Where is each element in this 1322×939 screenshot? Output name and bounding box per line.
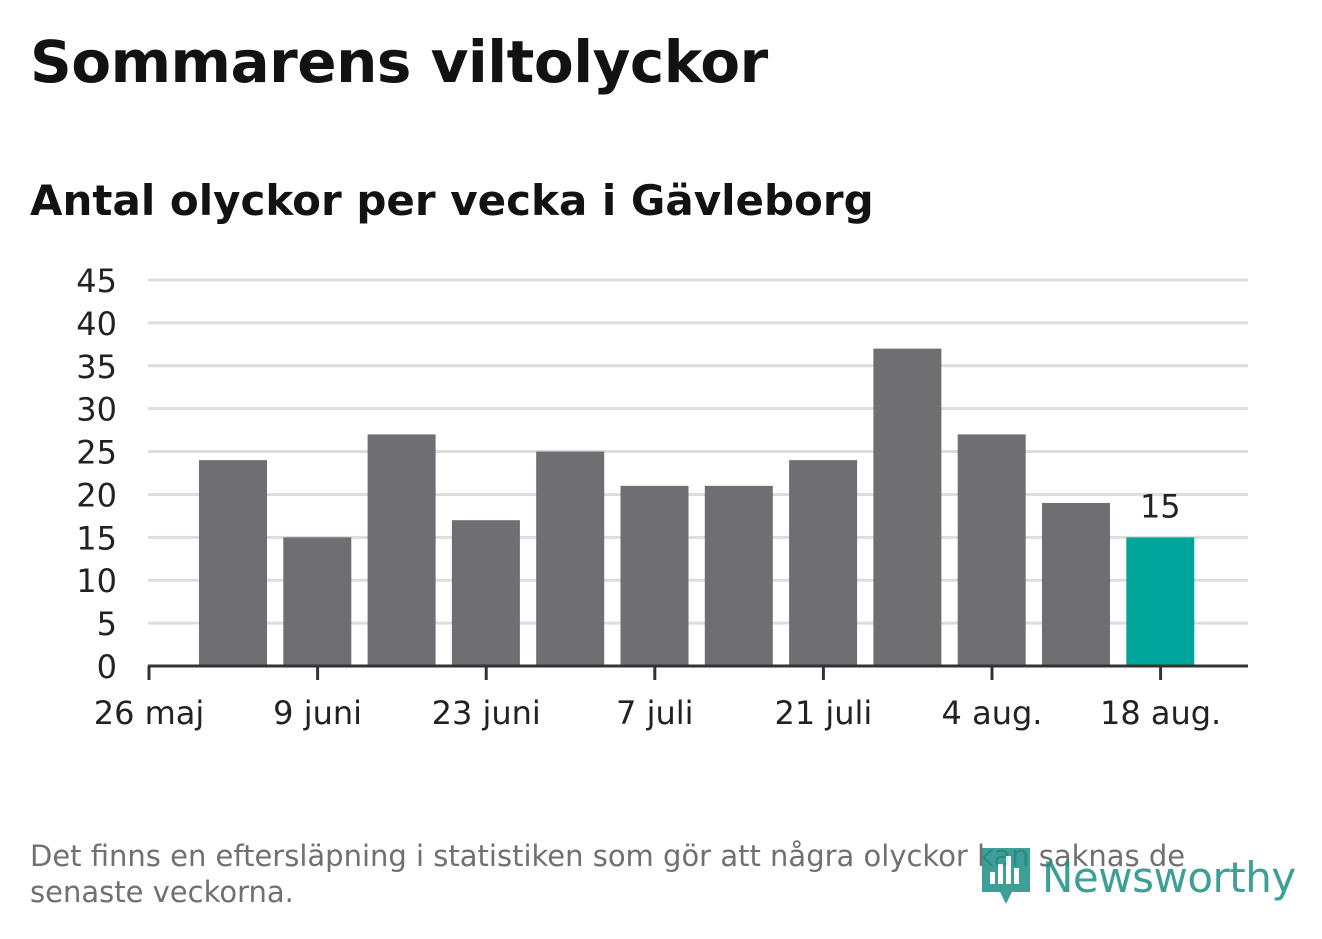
bar [873, 348, 942, 666]
y-tick-label: 10 [76, 562, 117, 600]
bar [789, 460, 858, 666]
bar [620, 485, 689, 666]
y-tick-label: 40 [76, 305, 117, 343]
brand-name: Newsworthy [1042, 852, 1296, 902]
chart-subtitle: Antal olyckor per vecka i Gävleborg [30, 176, 874, 225]
y-tick-label: 0 [97, 648, 117, 686]
bar [367, 434, 436, 666]
bar-value-label: 15 [1140, 487, 1181, 525]
bars [199, 348, 1195, 666]
x-tick-label: 9 juni [273, 694, 362, 732]
x-tick-label: 7 juli [616, 694, 693, 732]
y-tick-label: 35 [76, 348, 117, 386]
y-tick-label: 20 [76, 476, 117, 514]
newsworthy-logo-icon [982, 848, 1030, 904]
bar [1042, 503, 1110, 666]
x-tick-label: 4 aug. [942, 694, 1043, 732]
bar [1126, 537, 1195, 666]
x-tick-label: 18 aug. [1100, 694, 1221, 732]
chart-title: Sommarens viltolyckor [30, 28, 768, 96]
bar [199, 460, 267, 666]
bar [536, 451, 605, 666]
bar [451, 520, 520, 666]
y-tick-label: 45 [76, 262, 117, 300]
bar [957, 434, 1026, 666]
y-tick-label: 25 [76, 434, 117, 472]
y-tick-label: 15 [76, 519, 117, 557]
bar [283, 537, 352, 666]
x-axis: 26 maj 9 juni 23 juni 7 juli 21 juli 4 aug. 18… [94, 664, 1248, 732]
x-tick-label: 23 juni [432, 694, 541, 732]
y-tick-label: 5 [97, 605, 117, 643]
bar-chart: 0 5 10 15 20 25 30 35 40 45 26 maj 9 juni 23 juni 7 … [76, 262, 1248, 732]
bar [704, 485, 773, 666]
y-tick-label: 30 [76, 391, 117, 429]
grid-lines [148, 278, 1248, 625]
brand-logo: Newsworthy [980, 846, 1296, 908]
x-tick-label: 26 maj [94, 694, 205, 732]
x-tick-label: 21 juli [774, 694, 872, 732]
data-labels: 15 [1140, 487, 1181, 525]
y-axis: 0 5 10 15 20 25 30 35 40 45 [76, 262, 117, 686]
